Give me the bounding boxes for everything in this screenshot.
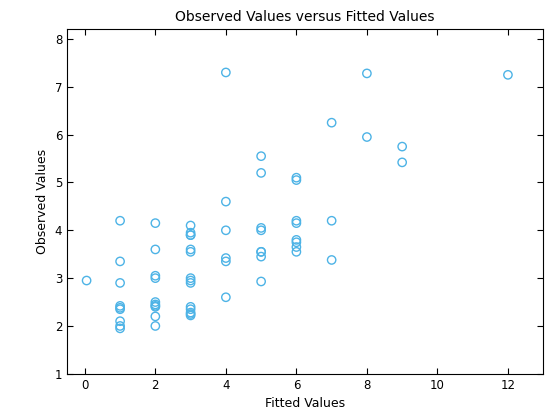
Point: [151, 301, 160, 308]
Point: [186, 312, 195, 319]
Point: [292, 177, 301, 184]
Point: [292, 236, 301, 243]
Point: [327, 257, 336, 263]
Point: [115, 306, 124, 312]
Point: [256, 249, 265, 255]
X-axis label: Fitted Values: Fitted Values: [265, 397, 346, 410]
Point: [292, 244, 301, 250]
Point: [398, 159, 407, 166]
Point: [151, 275, 160, 281]
Point: [292, 218, 301, 224]
Point: [115, 325, 124, 332]
Point: [186, 311, 195, 318]
Point: [151, 323, 160, 329]
Point: [186, 232, 195, 239]
Point: [151, 273, 160, 279]
Point: [151, 313, 160, 320]
Point: [256, 278, 265, 285]
Point: [256, 153, 265, 160]
Point: [292, 239, 301, 246]
Point: [292, 220, 301, 226]
Point: [115, 218, 124, 224]
Point: [186, 222, 195, 229]
Point: [151, 246, 160, 253]
Title: Observed Values versus Fitted Values: Observed Values versus Fitted Values: [175, 10, 435, 24]
Point: [256, 249, 265, 255]
Y-axis label: Observed Values: Observed Values: [36, 149, 49, 254]
Point: [503, 71, 512, 78]
Point: [221, 294, 230, 301]
Point: [221, 69, 230, 76]
Point: [151, 299, 160, 305]
Point: [362, 70, 371, 77]
Point: [186, 280, 195, 286]
Point: [115, 304, 124, 311]
Point: [292, 174, 301, 181]
Point: [221, 198, 230, 205]
Point: [292, 249, 301, 255]
Point: [186, 275, 195, 281]
Point: [256, 253, 265, 260]
Point: [115, 280, 124, 286]
Point: [115, 302, 124, 309]
Point: [115, 323, 124, 329]
Point: [186, 306, 195, 312]
Point: [82, 277, 91, 284]
Point: [221, 258, 230, 265]
Point: [151, 220, 160, 226]
Point: [327, 218, 336, 224]
Point: [362, 134, 371, 140]
Point: [186, 229, 195, 236]
Point: [151, 304, 160, 310]
Point: [256, 225, 265, 231]
Point: [115, 318, 124, 325]
Point: [186, 246, 195, 253]
Point: [327, 119, 336, 126]
Point: [398, 143, 407, 150]
Point: [256, 170, 265, 176]
Point: [115, 258, 124, 265]
Point: [186, 304, 195, 310]
Point: [221, 227, 230, 234]
Point: [151, 302, 160, 309]
Point: [256, 227, 265, 234]
Point: [221, 255, 230, 261]
Point: [186, 249, 195, 255]
Point: [186, 309, 195, 316]
Point: [186, 277, 195, 284]
Point: [186, 232, 195, 239]
